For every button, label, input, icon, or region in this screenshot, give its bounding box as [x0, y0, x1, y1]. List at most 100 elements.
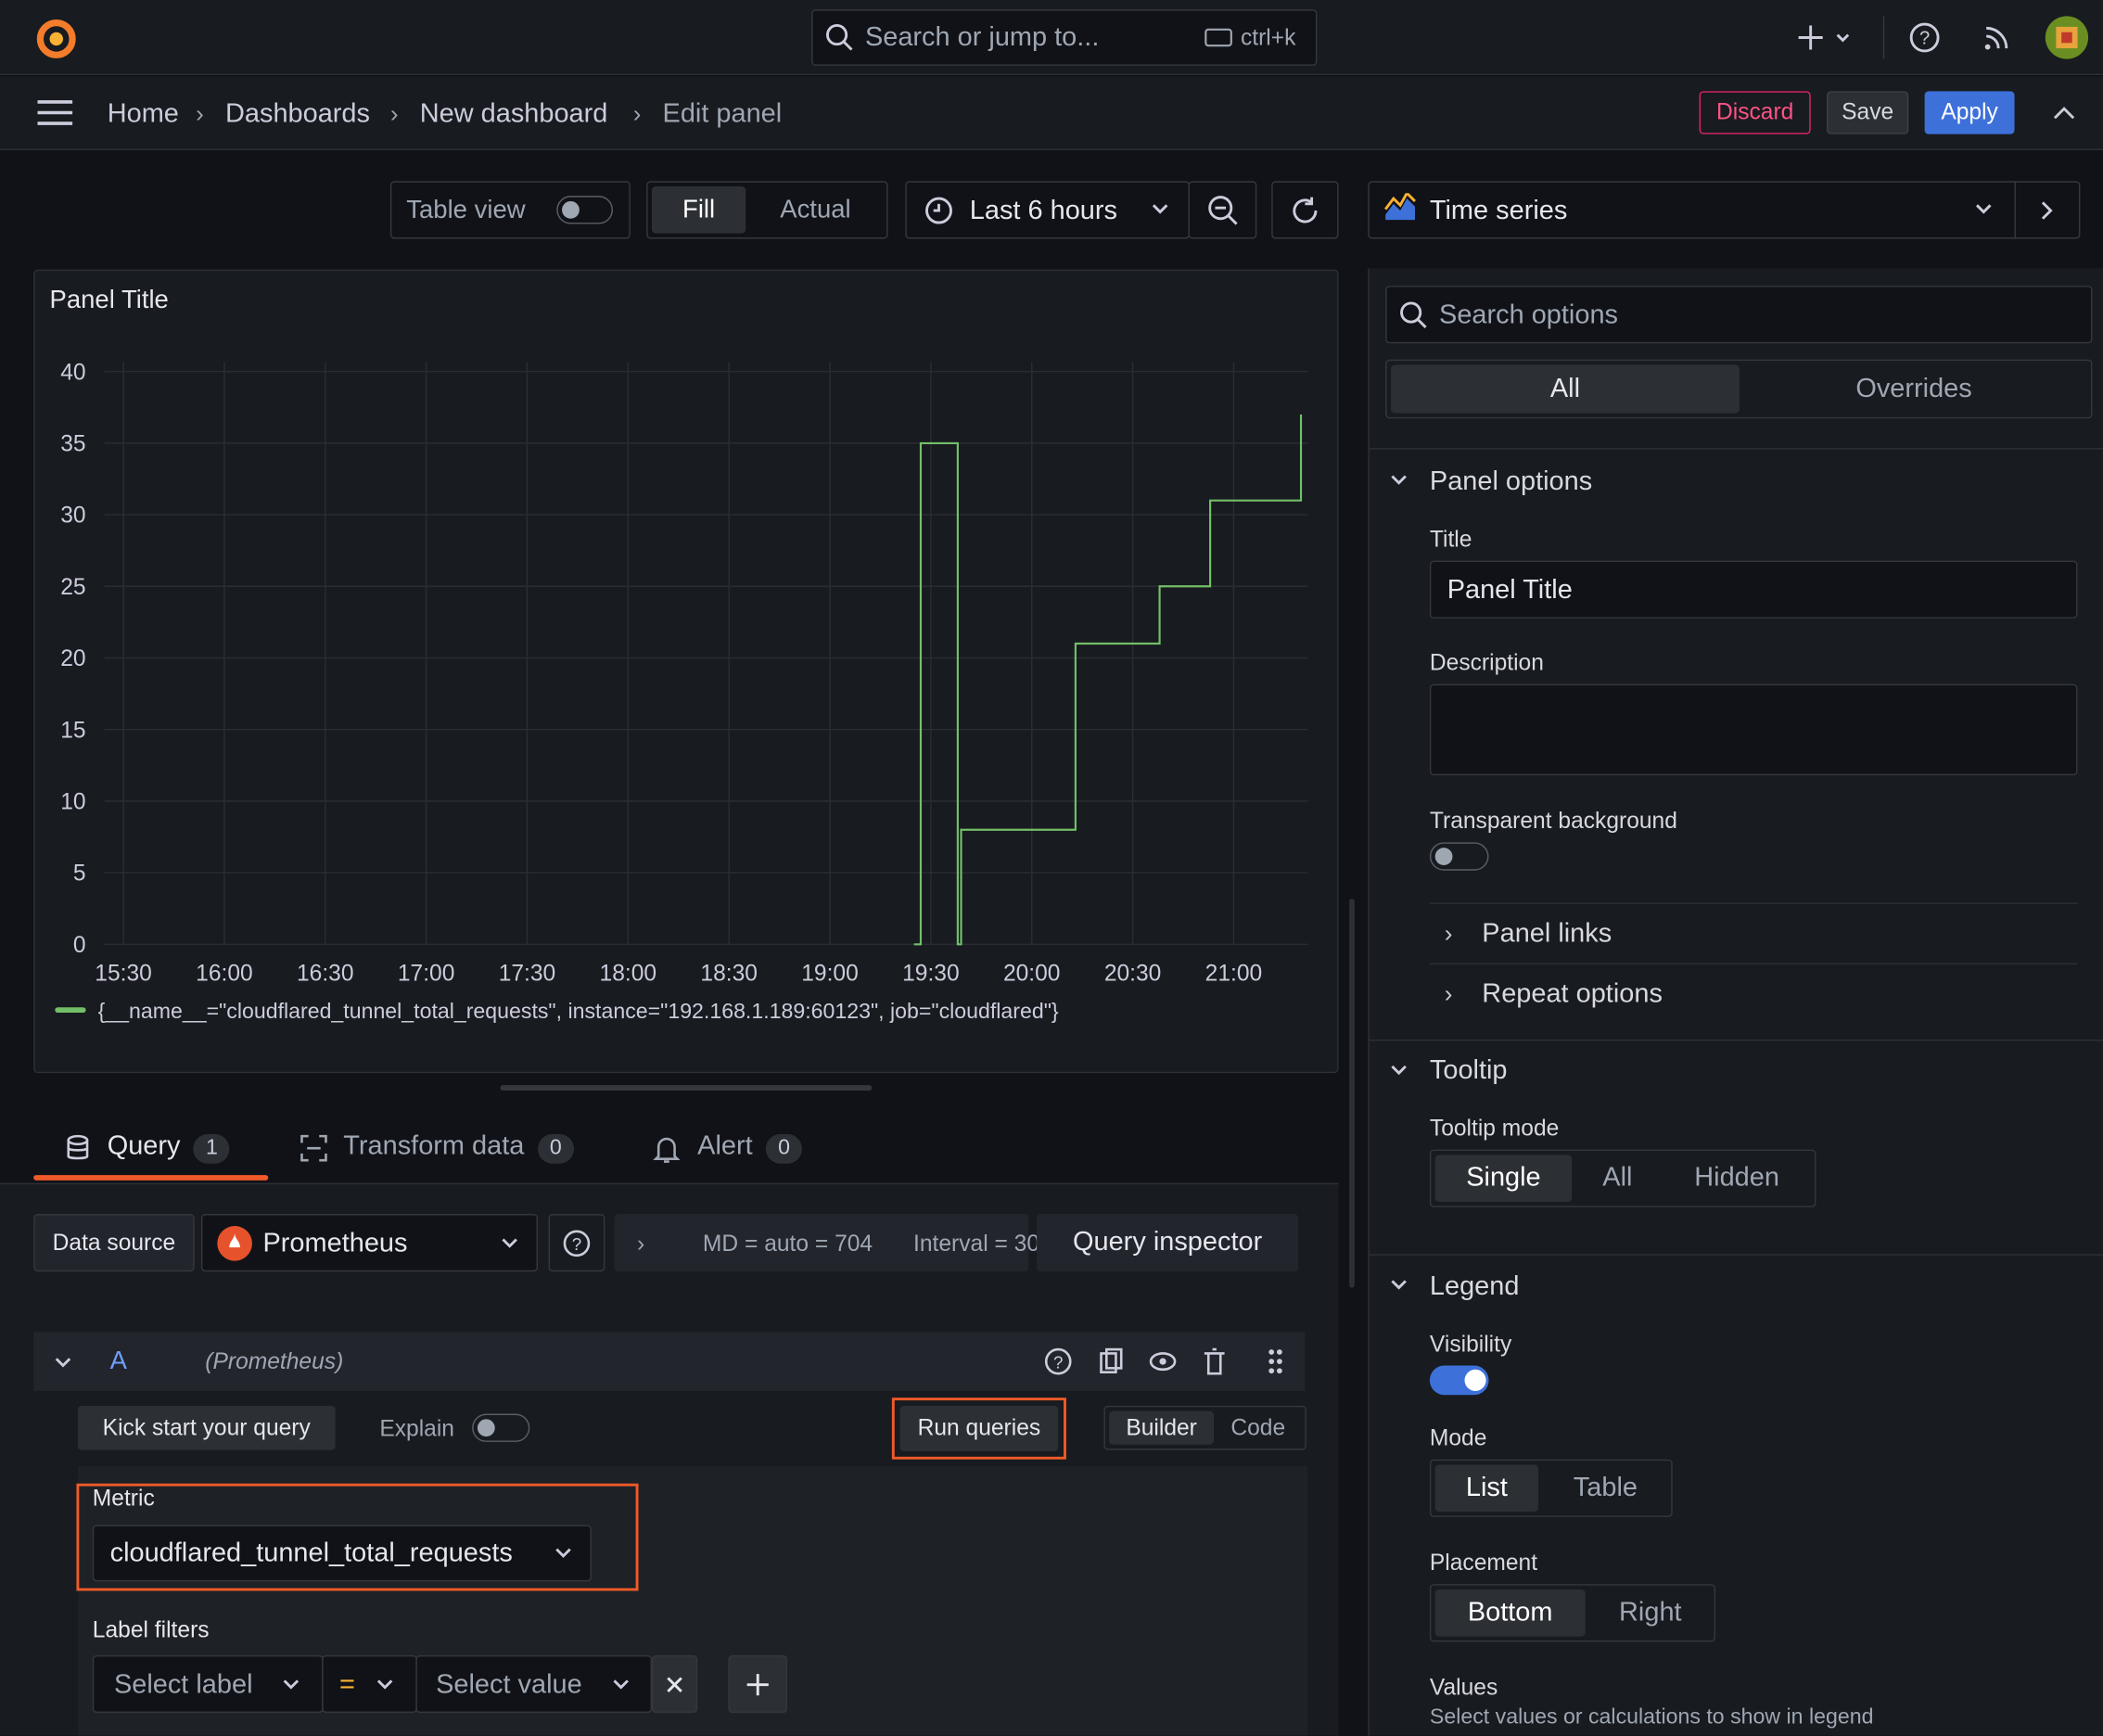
tab-query[interactable]: Query 1 — [108, 1133, 230, 1164]
table-view-toggle[interactable] — [389, 181, 631, 239]
kick-start-button[interactable]: Kick start your query — [77, 1405, 336, 1450]
title-input[interactable] — [1429, 560, 2078, 619]
operator-select[interactable] — [322, 1654, 417, 1714]
field-label: Mode — [1429, 1424, 1487, 1451]
query-inspector-button[interactable]: Query inspector — [1037, 1214, 1299, 1272]
x-tick-label: 17:30 — [499, 961, 556, 986]
x-tick-label: 17:00 — [398, 961, 455, 986]
menu-icon[interactable] — [36, 98, 74, 128]
zoom-icon — [1208, 196, 1238, 225]
query-source: (Prometheus) — [205, 1348, 344, 1374]
radio-group — [1429, 1584, 1715, 1642]
section-title[interactable]: Panel options — [1429, 466, 1593, 497]
chevron[interactable] — [1390, 1063, 1408, 1079]
all-tab[interactable]: All — [1390, 364, 1740, 414]
transparent-toggle[interactable] — [1429, 842, 1489, 871]
apply-button[interactable]: Apply — [1924, 91, 2015, 134]
svg-text:?: ? — [572, 1234, 581, 1254]
value-placeholder: Select value — [436, 1669, 582, 1700]
tab-alert[interactable]: Alert 0 — [697, 1131, 803, 1164]
subsection-title[interactable]: Repeat options — [1482, 978, 1663, 1009]
options-search-placeholder: Search options — [1439, 300, 1619, 330]
divider — [1369, 1254, 2103, 1256]
query-options[interactable] — [614, 1214, 1029, 1272]
expand-icon[interactable] — [2037, 200, 2056, 222]
tab-count: 0 — [537, 1133, 574, 1164]
clock-icon — [925, 197, 952, 224]
plus-icon — [746, 1674, 769, 1696]
new-menu[interactable] — [1794, 21, 1856, 54]
chevron — [283, 1679, 300, 1690]
zoom-out-button[interactable] — [1188, 181, 1257, 239]
save-button[interactable]: Save — [1827, 91, 1909, 134]
code-option[interactable]: Code — [1230, 1414, 1286, 1440]
value-select[interactable] — [415, 1654, 652, 1714]
y-tick-label: 25 — [60, 575, 85, 600]
radio-option-selected[interactable]: Single — [1434, 1155, 1573, 1203]
breadcrumb[interactable]: New dashboard — [419, 99, 608, 129]
visibility-toggle[interactable] — [1429, 1365, 1489, 1396]
data-source-select[interactable] — [200, 1214, 539, 1272]
collapse-icon[interactable] — [2051, 102, 2078, 123]
actual-option[interactable]: Actual — [780, 195, 851, 223]
active-tab-indicator — [33, 1175, 269, 1181]
breadcrumb-sep: › — [389, 100, 399, 128]
field-label: Values — [1429, 1674, 1498, 1701]
visualization-picker[interactable] — [1368, 181, 2081, 239]
tab-transform[interactable]: Transform data 0 — [343, 1133, 574, 1164]
radio-option[interactable]: Right — [1619, 1597, 1682, 1628]
radio-option[interactable]: Table — [1573, 1473, 1638, 1503]
description-input[interactable] — [1429, 683, 2078, 776]
chevron[interactable] — [1390, 472, 1408, 488]
radio-option[interactable]: All — [1602, 1163, 1633, 1193]
operator: = — [338, 1669, 355, 1700]
x-tick-label: 19:30 — [902, 961, 960, 986]
chevron[interactable] — [1390, 1277, 1408, 1293]
discard-button[interactable]: Discard — [1699, 91, 1811, 134]
subsection-title[interactable]: Panel links — [1482, 918, 1612, 949]
radio-option-selected[interactable]: List — [1434, 1464, 1539, 1513]
overrides-tab[interactable]: Overrides — [1855, 373, 1972, 403]
options-tabs — [1385, 359, 2093, 419]
radio-option[interactable]: Hidden — [1694, 1163, 1779, 1193]
explain-toggle[interactable] — [472, 1413, 530, 1442]
y-tick-label: 20 — [60, 646, 85, 671]
label-filters-label: Label filters — [92, 1616, 210, 1643]
avatar[interactable] — [2044, 15, 2089, 60]
data-source-name: Prometheus — [262, 1228, 408, 1258]
logo[interactable] — [32, 13, 81, 61]
refresh-button[interactable] — [1271, 181, 1339, 239]
toggle-off[interactable] — [556, 196, 614, 224]
help-button[interactable] — [548, 1214, 605, 1272]
x-tick-label: 19:00 — [801, 961, 859, 986]
help-icon[interactable]: ? — [1908, 21, 1941, 54]
query-ref[interactable]: A — [109, 1347, 127, 1376]
y-tick-label: 40 — [60, 360, 85, 385]
label-select[interactable] — [92, 1654, 324, 1714]
radio-option-selected[interactable]: Bottom — [1434, 1589, 1586, 1637]
table-view-label: Table view — [406, 196, 526, 225]
search-box[interactable] — [811, 9, 1318, 66]
radio-group — [1429, 1149, 1816, 1207]
collapse-chevron[interactable] — [54, 1355, 72, 1371]
breadcrumb[interactable]: Home — [107, 99, 179, 129]
field-label: Tooltip mode — [1429, 1115, 1560, 1142]
section-title[interactable]: Legend — [1429, 1271, 1520, 1302]
add-filter-button[interactable] — [728, 1654, 788, 1714]
run-queries-button[interactable]: Run queries — [899, 1405, 1059, 1452]
options-search[interactable] — [1385, 286, 2093, 344]
breadcrumb[interactable]: Dashboards — [225, 99, 370, 129]
field-label: Description — [1429, 649, 1544, 676]
row-actions[interactable]: ? — [1043, 1347, 1298, 1376]
metric-select[interactable] — [92, 1525, 592, 1582]
radio-group — [1429, 1459, 1673, 1517]
chart: 0 5 10 15 20 25 30 35 40 15:30 16:00 16:30 17:00 17:3… — [55, 360, 1308, 1023]
fill-option[interactable]: Fill — [651, 186, 746, 234]
tab-label: Alert — [697, 1131, 753, 1161]
news-icon[interactable] — [1982, 23, 2012, 53]
builder-option[interactable]: Builder — [1109, 1410, 1215, 1445]
section-title[interactable]: Tooltip — [1429, 1055, 1508, 1086]
resize-handle[interactable] — [500, 1085, 873, 1091]
scrollbar[interactable] — [1349, 899, 1355, 1288]
